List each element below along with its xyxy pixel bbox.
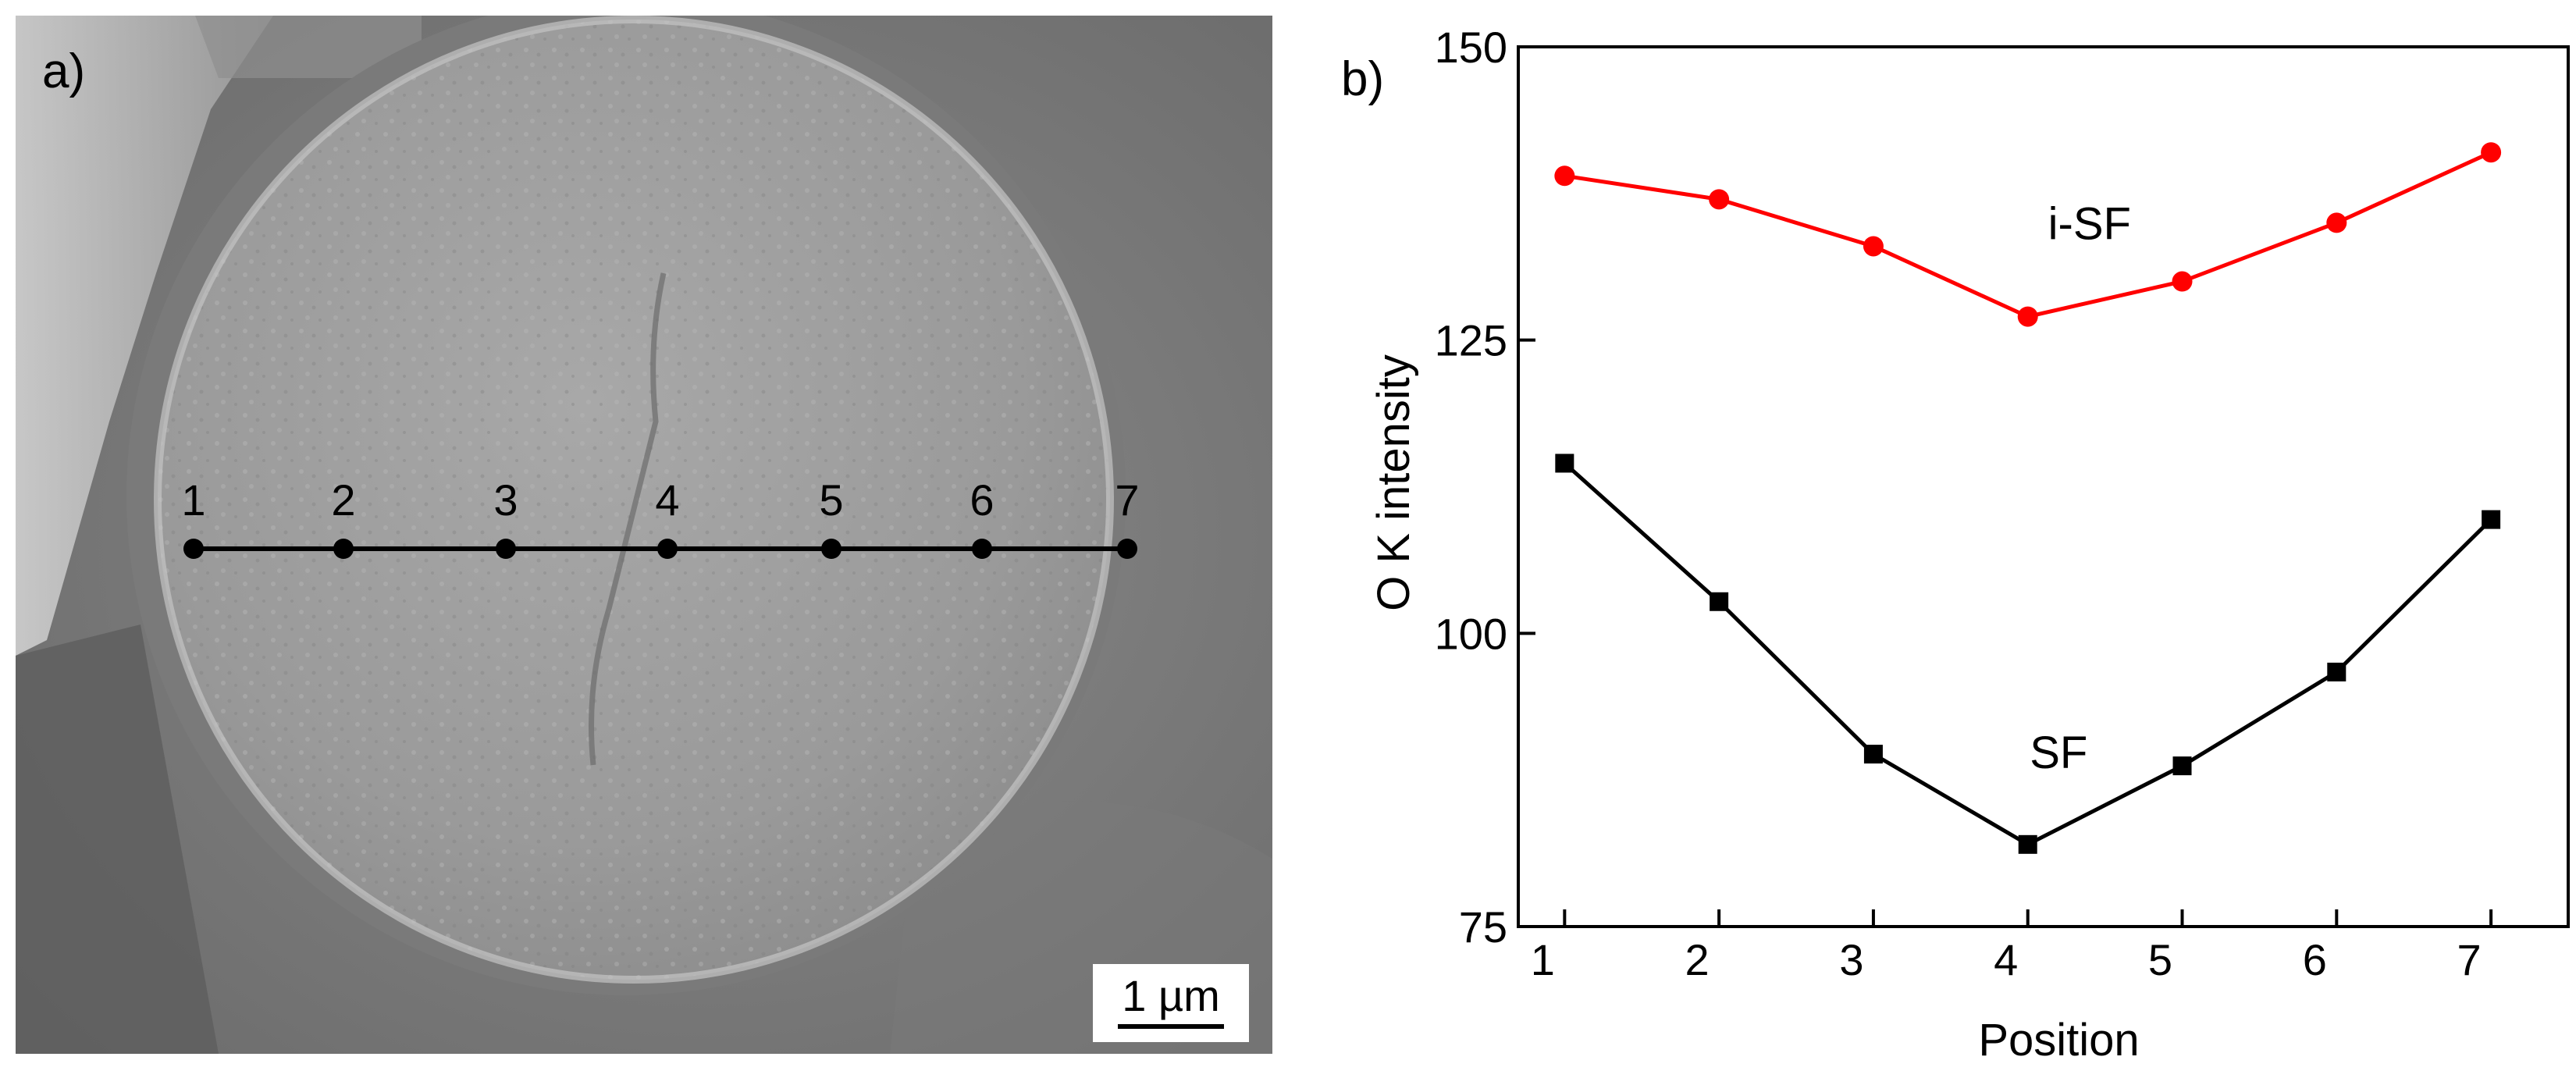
- x-tick-label-4: 4: [1994, 935, 2018, 984]
- measurement-point-label-3: 3: [493, 475, 518, 525]
- sem-micrograph: 1 µm a) 1 2 3 4 5 6 7: [16, 0, 1272, 1054]
- measurement-point-2: [333, 539, 354, 559]
- panel-a-letter: a): [42, 44, 85, 98]
- measurement-points: 1 2 3 4 5 6 7: [181, 475, 1140, 559]
- point-SF-2: [1710, 592, 1729, 611]
- y-ticks: 75 100 125 150: [1435, 23, 1535, 952]
- plot-frame: [1517, 45, 2570, 928]
- measurement-point-5: [821, 539, 841, 559]
- series-layer: [1554, 142, 2502, 854]
- measurement-point-1: [183, 539, 204, 559]
- x-tick-label-5: 5: [2148, 935, 2172, 984]
- x-ticks: 1 2 3 4 5 6 7: [1531, 909, 2493, 984]
- measurement-point-6: [972, 539, 992, 559]
- measurement-point-label-2: 2: [331, 475, 355, 525]
- scale-bar-box: [1093, 964, 1249, 1042]
- x-axis-title: Position: [1978, 1015, 2139, 1066]
- y-tick-label-75: 75: [1459, 902, 1507, 952]
- x-tick-label-1: 1: [1531, 935, 1555, 984]
- x-tick-label-3: 3: [1839, 935, 1863, 984]
- chart-axes: [1517, 45, 2570, 928]
- point-i-SF-5: [2172, 271, 2193, 292]
- sem-image-panel: 1 µm a) 1 2 3 4 5 6 7: [16, 0, 1272, 1054]
- point-SF-1: [1555, 454, 1574, 473]
- measurement-point-label-6: 6: [970, 475, 994, 525]
- point-i-SF-3: [1863, 236, 1884, 257]
- y-tick-label-150: 150: [1435, 23, 1507, 72]
- point-i-SF-2: [1709, 189, 1730, 210]
- measurement-point-label-7: 7: [1115, 475, 1139, 525]
- point-i-SF-6: [2326, 212, 2347, 233]
- y-tick-label-100: 100: [1435, 609, 1507, 658]
- measurement-point-label-4: 4: [655, 475, 679, 525]
- line-chart: b) 1 2 3 4 5 6 7 75 100 125 150 Position O K inte…: [1341, 23, 2570, 1066]
- series-label-i-sf: i-SF: [2048, 198, 2131, 249]
- measurement-point-label-5: 5: [819, 475, 843, 525]
- x-tick-label-7: 7: [2457, 935, 2482, 984]
- chart-panel: b) 1 2 3 4 5 6 7 75 100 125 150 Position O K inte…: [1296, 0, 2576, 1074]
- scale-bar-label: 1 µm: [1122, 971, 1220, 1020]
- series-label-sf: SF: [2030, 728, 2087, 778]
- measurement-point-3: [496, 539, 516, 559]
- panel-b-letter: b): [1341, 52, 1384, 106]
- series-line-SF: [1563, 461, 2492, 847]
- point-i-SF-7: [2481, 142, 2502, 163]
- measurement-point-4: [657, 539, 678, 559]
- point-SF-5: [2172, 756, 2192, 776]
- y-tick-label-125: 125: [1435, 316, 1507, 365]
- point-i-SF-1: [1554, 165, 1575, 187]
- point-SF-7: [2482, 510, 2501, 529]
- y-axis-title: O K intensity: [1368, 354, 1419, 611]
- measurement-point-7: [1117, 539, 1137, 559]
- point-SF-6: [2327, 662, 2347, 681]
- x-tick-label-2: 2: [1685, 935, 1710, 984]
- series-line-i-SF: [1564, 150, 2492, 319]
- point-i-SF-4: [2017, 306, 2038, 327]
- measurement-point-label-1: 1: [181, 475, 205, 525]
- point-SF-4: [2018, 834, 2037, 854]
- point-SF-3: [1863, 745, 1883, 764]
- x-tick-label-6: 6: [2303, 935, 2327, 984]
